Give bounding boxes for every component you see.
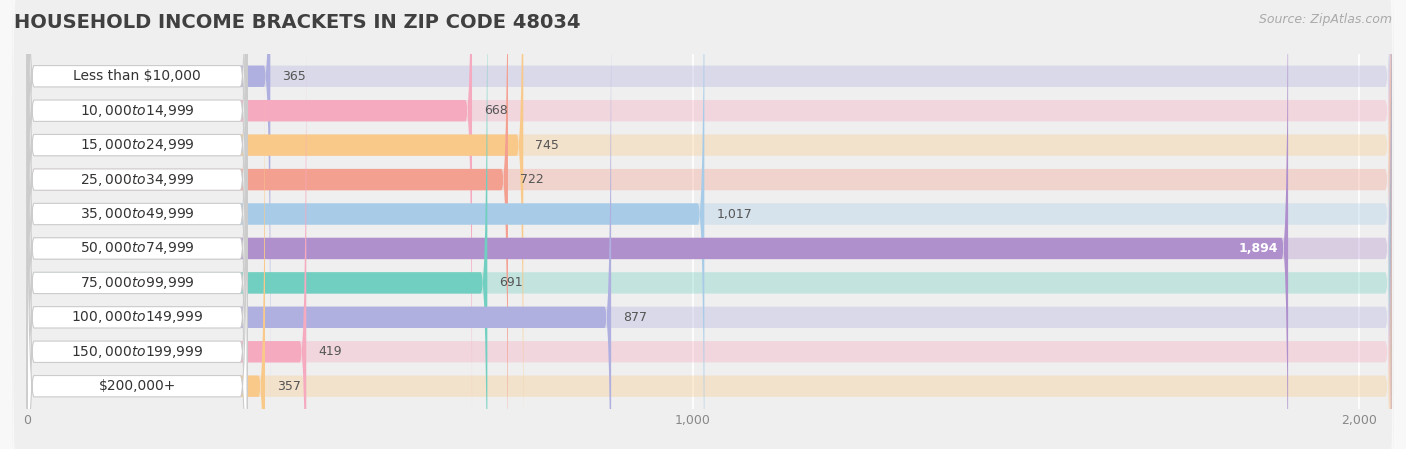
Text: $10,000 to $14,999: $10,000 to $14,999 [80, 103, 194, 119]
Text: Source: ZipAtlas.com: Source: ZipAtlas.com [1258, 13, 1392, 26]
FancyBboxPatch shape [27, 18, 1392, 449]
Text: 419: 419 [318, 345, 342, 358]
Text: HOUSEHOLD INCOME BRACKETS IN ZIP CODE 48034: HOUSEHOLD INCOME BRACKETS IN ZIP CODE 48… [14, 13, 581, 32]
FancyBboxPatch shape [13, 229, 1393, 449]
FancyBboxPatch shape [27, 0, 247, 410]
FancyBboxPatch shape [27, 0, 508, 449]
FancyBboxPatch shape [13, 160, 1393, 406]
Text: 745: 745 [536, 139, 560, 152]
Text: Less than $10,000: Less than $10,000 [73, 69, 201, 83]
FancyBboxPatch shape [13, 263, 1393, 449]
FancyBboxPatch shape [27, 53, 1392, 449]
Text: 357: 357 [277, 380, 301, 393]
FancyBboxPatch shape [27, 0, 270, 410]
FancyBboxPatch shape [27, 0, 523, 449]
FancyBboxPatch shape [13, 22, 1393, 268]
FancyBboxPatch shape [27, 0, 1288, 449]
Text: $35,000 to $49,999: $35,000 to $49,999 [80, 206, 194, 222]
FancyBboxPatch shape [27, 0, 1392, 449]
FancyBboxPatch shape [27, 0, 247, 449]
FancyBboxPatch shape [13, 57, 1393, 303]
FancyBboxPatch shape [13, 0, 1393, 199]
Text: $25,000 to $34,999: $25,000 to $34,999 [80, 172, 194, 188]
FancyBboxPatch shape [27, 0, 488, 449]
Text: 691: 691 [499, 277, 523, 290]
FancyBboxPatch shape [27, 0, 704, 449]
Text: 365: 365 [283, 70, 307, 83]
Text: $100,000 to $149,999: $100,000 to $149,999 [70, 309, 204, 326]
FancyBboxPatch shape [13, 125, 1393, 372]
FancyBboxPatch shape [27, 0, 1392, 410]
FancyBboxPatch shape [27, 18, 307, 449]
Text: $150,000 to $199,999: $150,000 to $199,999 [70, 344, 204, 360]
Text: $75,000 to $99,999: $75,000 to $99,999 [80, 275, 194, 291]
FancyBboxPatch shape [27, 0, 247, 449]
FancyBboxPatch shape [27, 0, 612, 449]
Text: $200,000+: $200,000+ [98, 379, 176, 393]
FancyBboxPatch shape [13, 91, 1393, 337]
Text: $50,000 to $74,999: $50,000 to $74,999 [80, 241, 194, 256]
Text: $15,000 to $24,999: $15,000 to $24,999 [80, 137, 194, 153]
FancyBboxPatch shape [27, 0, 247, 449]
FancyBboxPatch shape [27, 0, 1392, 449]
Text: 877: 877 [623, 311, 647, 324]
Text: 1,894: 1,894 [1239, 242, 1278, 255]
FancyBboxPatch shape [27, 53, 247, 449]
FancyBboxPatch shape [13, 0, 1393, 234]
FancyBboxPatch shape [27, 0, 247, 445]
FancyBboxPatch shape [27, 0, 1392, 449]
FancyBboxPatch shape [27, 18, 247, 449]
FancyBboxPatch shape [27, 0, 247, 449]
FancyBboxPatch shape [27, 53, 264, 449]
Text: 722: 722 [520, 173, 544, 186]
FancyBboxPatch shape [27, 0, 1392, 449]
FancyBboxPatch shape [27, 0, 247, 449]
Text: 1,017: 1,017 [716, 207, 752, 220]
FancyBboxPatch shape [27, 0, 1392, 449]
FancyBboxPatch shape [27, 0, 1392, 449]
FancyBboxPatch shape [27, 0, 472, 445]
FancyBboxPatch shape [13, 194, 1393, 440]
Text: 668: 668 [484, 104, 508, 117]
FancyBboxPatch shape [27, 0, 1392, 445]
FancyBboxPatch shape [27, 0, 247, 449]
